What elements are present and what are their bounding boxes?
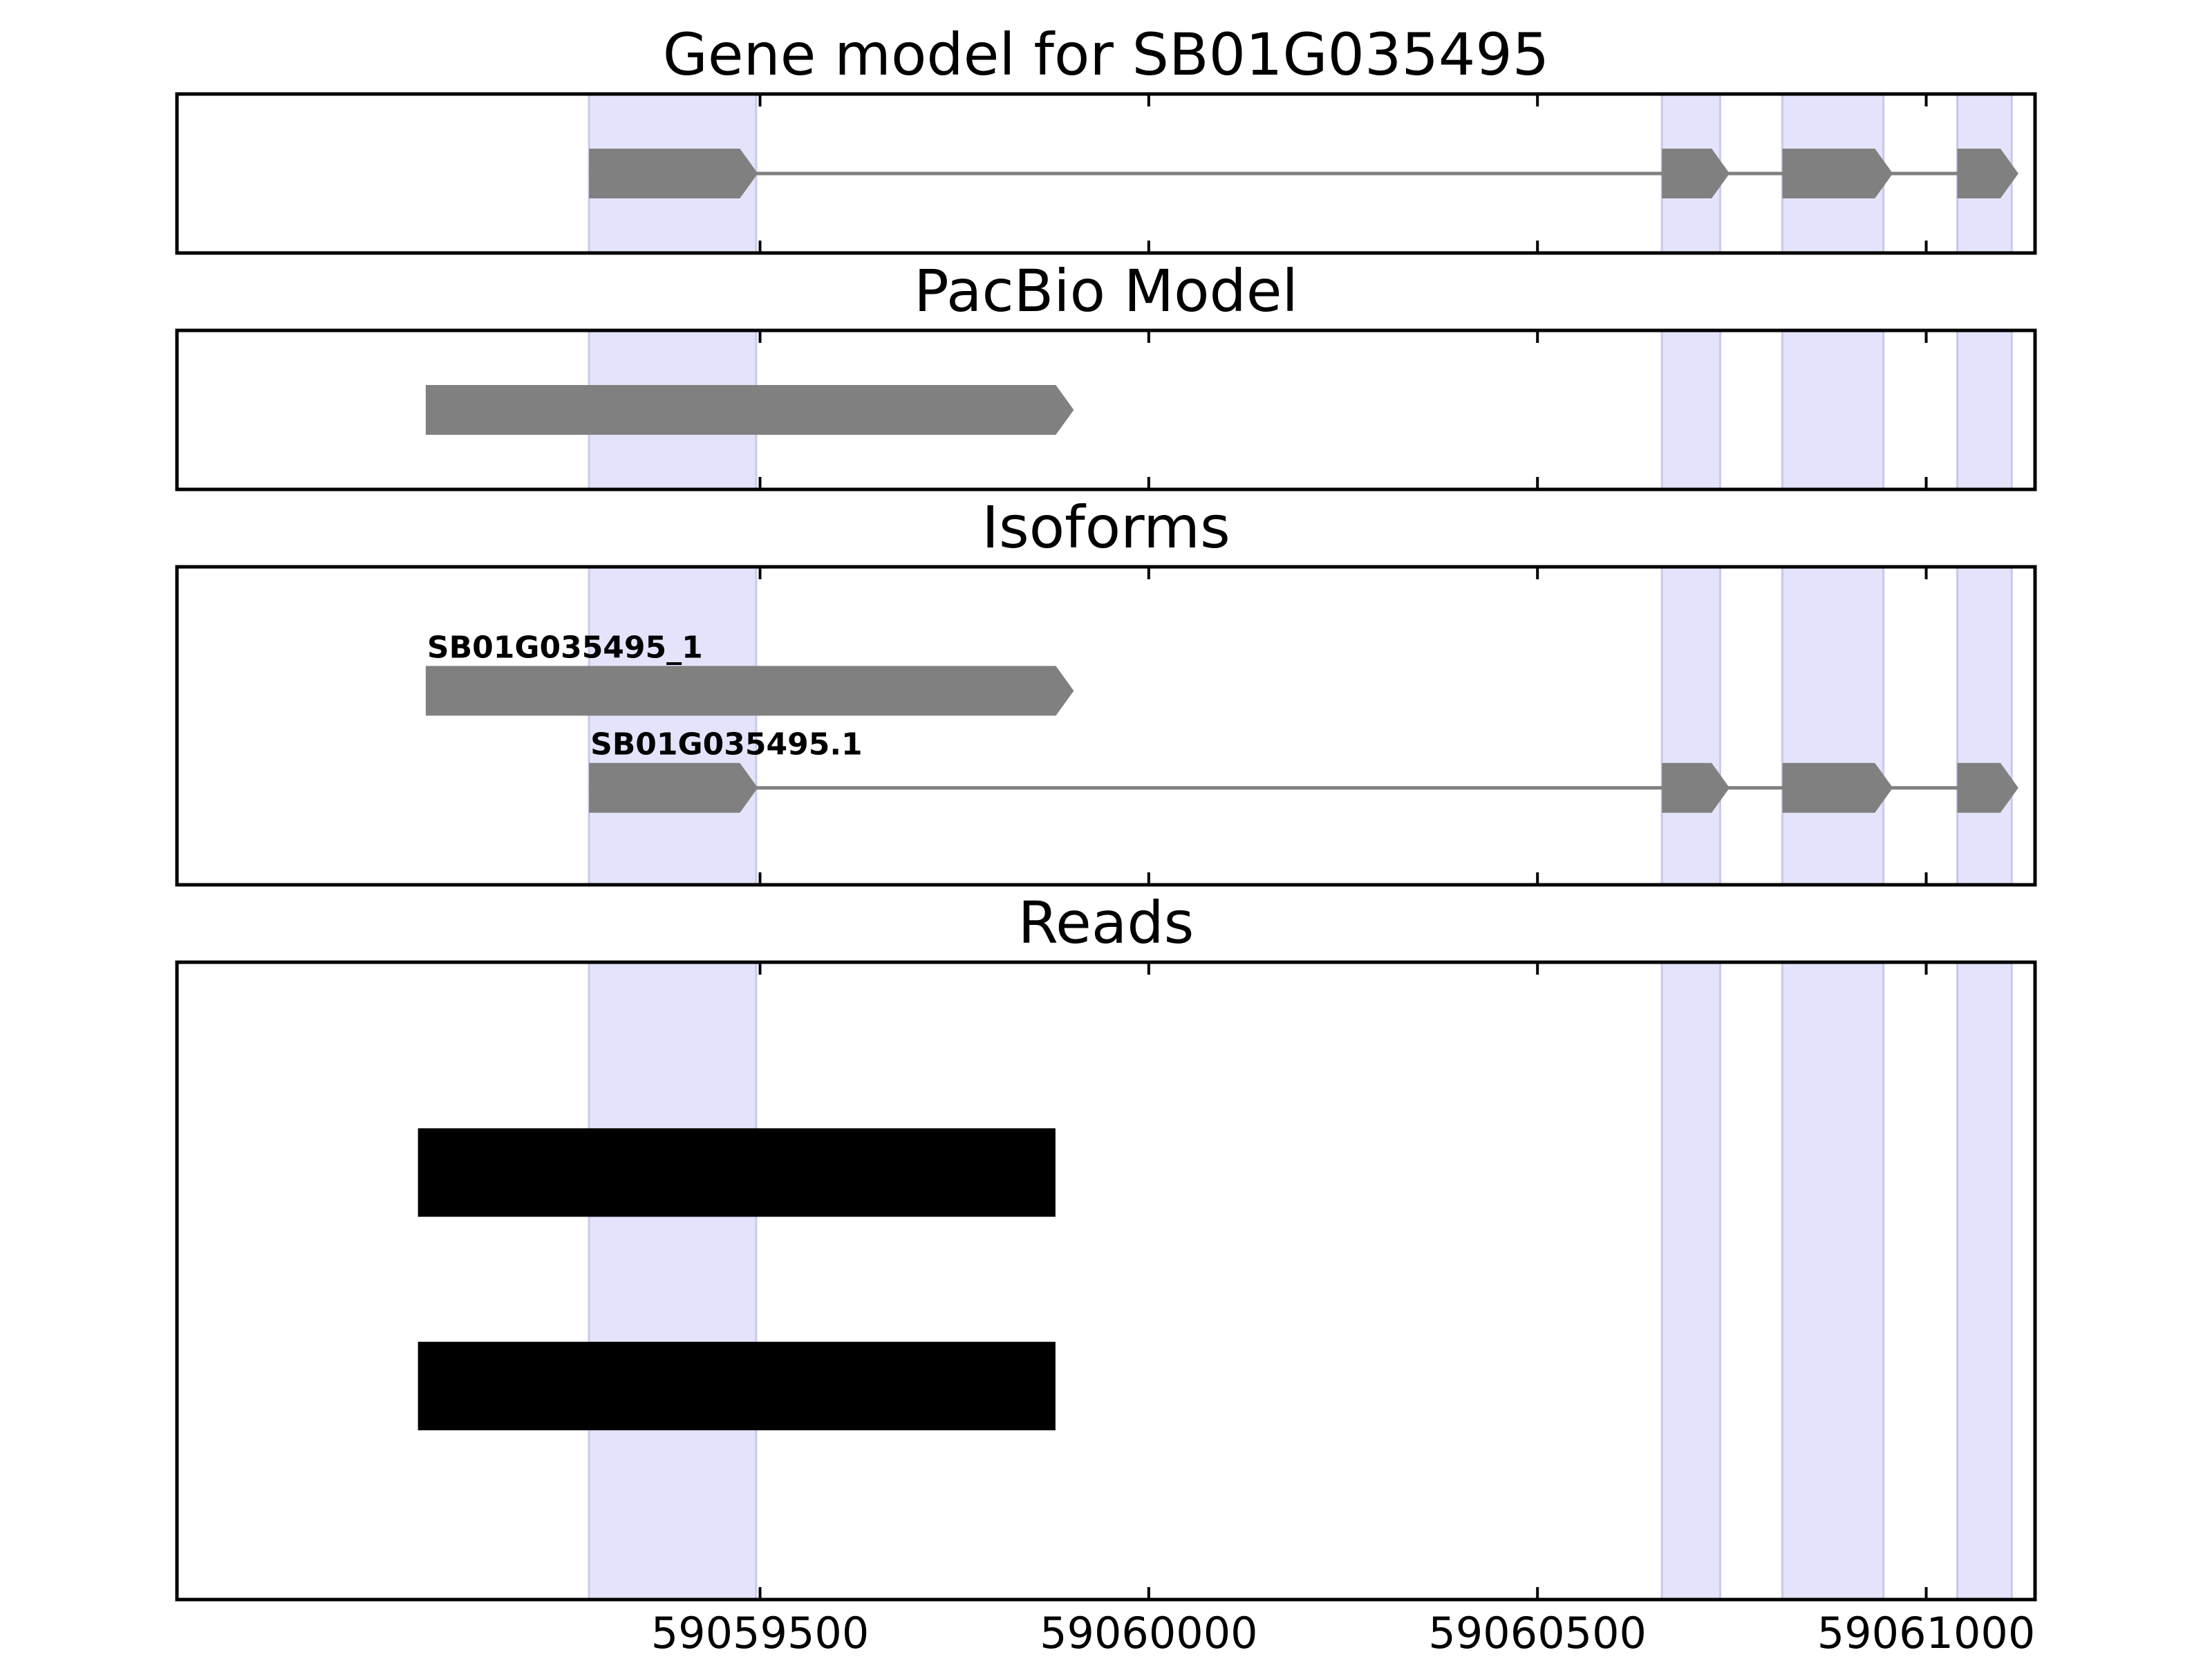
exon-block: [589, 762, 758, 813]
exon-block: [425, 666, 1074, 716]
panel-title: Gene model for SB01G035495: [663, 21, 1549, 88]
exon-block: [589, 149, 758, 198]
exon-highlight-band: [1957, 567, 2012, 885]
exon-block: [425, 385, 1074, 435]
isoform-label: SB01G035495_1: [427, 630, 703, 665]
panel-frame: [175, 328, 2037, 491]
exon-highlight-band: [1662, 330, 1721, 489]
gene-track-1: SB01G035495.1: [589, 727, 2018, 813]
x-tick-label: 59061000: [1817, 1608, 2036, 1658]
panel-title: PacBio Model: [914, 257, 1298, 325]
exon-highlight-band: [589, 567, 756, 885]
exon-highlight-band: [1662, 962, 1721, 1600]
gene-track-0: [589, 149, 2018, 198]
exon-highlight-band: [1662, 567, 1721, 885]
panel-2: Isoforms SB01G035495_1 SB01G035495.1: [175, 494, 2037, 887]
exon-highlight-band: [1957, 962, 2012, 1600]
panel-3: Reads: [175, 889, 2037, 1602]
panel-0: Gene model for SB01G035495: [175, 21, 2037, 255]
x-tick-label: 59060500: [1428, 1608, 1647, 1658]
panel-frame: [175, 565, 2037, 887]
exon-highlight-band: [1957, 330, 2012, 489]
gene-track-0: [425, 385, 1074, 435]
exon-block: [1662, 762, 1730, 813]
exon-block: [1957, 149, 2018, 198]
exon-block: [1957, 762, 2018, 813]
read-bar: [418, 1128, 1056, 1217]
exon-highlight-band: [1782, 330, 1884, 489]
exon-highlight-band: [1782, 567, 1884, 885]
panel-title: Isoforms: [982, 494, 1230, 561]
panel-1: PacBio Model: [175, 257, 2037, 491]
x-tick-label: 59060000: [1040, 1608, 1258, 1658]
isoform-label: SB01G035495.1: [590, 727, 863, 762]
exon-block: [1782, 149, 1893, 198]
exon-highlight-band: [589, 962, 756, 1600]
exon-block: [1782, 762, 1893, 813]
gene-track-0: SB01G035495_1: [425, 630, 1074, 716]
exon-block: [1662, 149, 1730, 198]
panel-title: Reads: [1018, 889, 1194, 957]
exon-highlight-band: [1782, 962, 1884, 1600]
read-bar: [418, 1342, 1056, 1431]
plot-root: Gene model for SB01G035495 PacBio Model Is…: [175, 21, 2037, 1658]
panel-frame: [175, 960, 2037, 1602]
panel-frame: [175, 92, 2037, 255]
x-tick-label: 59059500: [651, 1608, 870, 1658]
